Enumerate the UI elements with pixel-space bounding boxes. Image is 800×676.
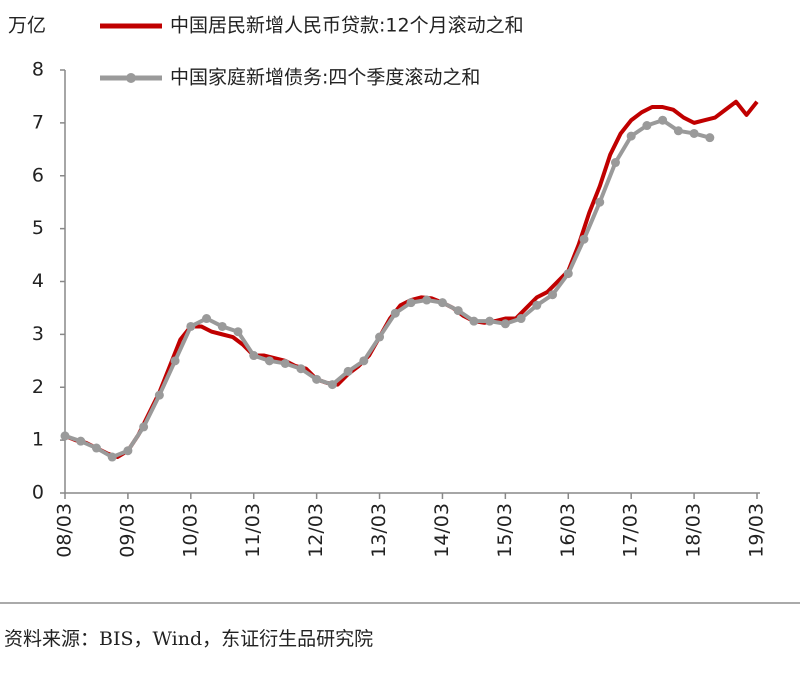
legend-label: 中国居民新增人民币贷款:12个月滚动之和 [170,15,524,37]
point [626,131,636,141]
point [359,356,369,366]
point [170,356,180,366]
point [107,452,117,462]
point [453,306,463,316]
point [642,121,652,131]
point [673,126,683,136]
point [437,298,447,308]
point [469,316,479,326]
x-tick-label: 18/03 [683,503,705,558]
point [548,290,558,300]
x-tick-label: 12/03 [305,503,327,558]
point [186,321,196,331]
point [91,443,101,453]
point [60,431,70,441]
point [123,446,133,456]
point [280,358,290,368]
legend-marker [126,73,136,83]
point [76,436,86,446]
x-tick-label: 16/03 [557,503,579,558]
x-tick-label: 19/03 [746,503,768,558]
y-tick-label: 7 [32,111,44,133]
source-note: 资料来源：BIS，Wind，东证衍生品研究院 [4,628,373,650]
point [343,366,353,376]
x-tick-label: 15/03 [494,503,516,558]
x-tick-label: 14/03 [431,503,453,558]
point [406,298,416,308]
point [610,158,620,168]
point [689,128,699,138]
point [422,295,432,305]
point [390,308,400,318]
point [516,314,526,324]
point [595,197,605,207]
x-tick-label: 08/03 [54,503,76,558]
y-tick-label: 2 [32,376,44,398]
point [296,364,306,374]
x-tick-label: 09/03 [116,503,138,558]
point [312,374,322,384]
y-tick-label: 1 [32,429,44,451]
point [264,356,274,366]
legend-label: 中国家庭新增债务:四个季度滚动之和 [170,67,480,89]
point [154,390,164,400]
point [375,332,385,342]
point [705,133,715,143]
x-tick-label: 10/03 [179,503,201,558]
x-tick-label: 11/03 [242,503,264,558]
point [485,316,495,326]
x-tick-label: 13/03 [368,503,390,558]
point [500,319,510,329]
point [532,300,542,310]
y-tick-label: 3 [32,323,44,345]
point [139,422,149,432]
point [563,269,573,279]
x-tick-label: 17/03 [620,503,642,558]
y-unit: 万亿 [8,15,46,37]
point [327,380,337,390]
point [579,234,589,244]
y-tick-label: 0 [32,482,44,504]
y-tick-label: 8 [32,59,44,81]
point [249,351,259,361]
point [233,327,243,337]
point [658,115,668,125]
series-line [64,118,711,460]
y-tick-label: 5 [32,217,44,239]
point [202,314,212,324]
y-tick-label: 6 [32,164,44,186]
point [217,321,227,331]
y-tick-label: 4 [32,270,44,292]
